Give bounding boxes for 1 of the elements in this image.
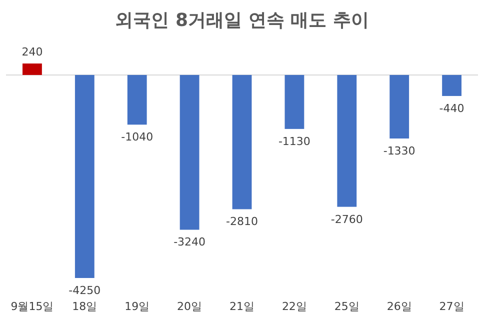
title: 외국인 8거래일 연속 매도 추이 [115, 10, 369, 31]
